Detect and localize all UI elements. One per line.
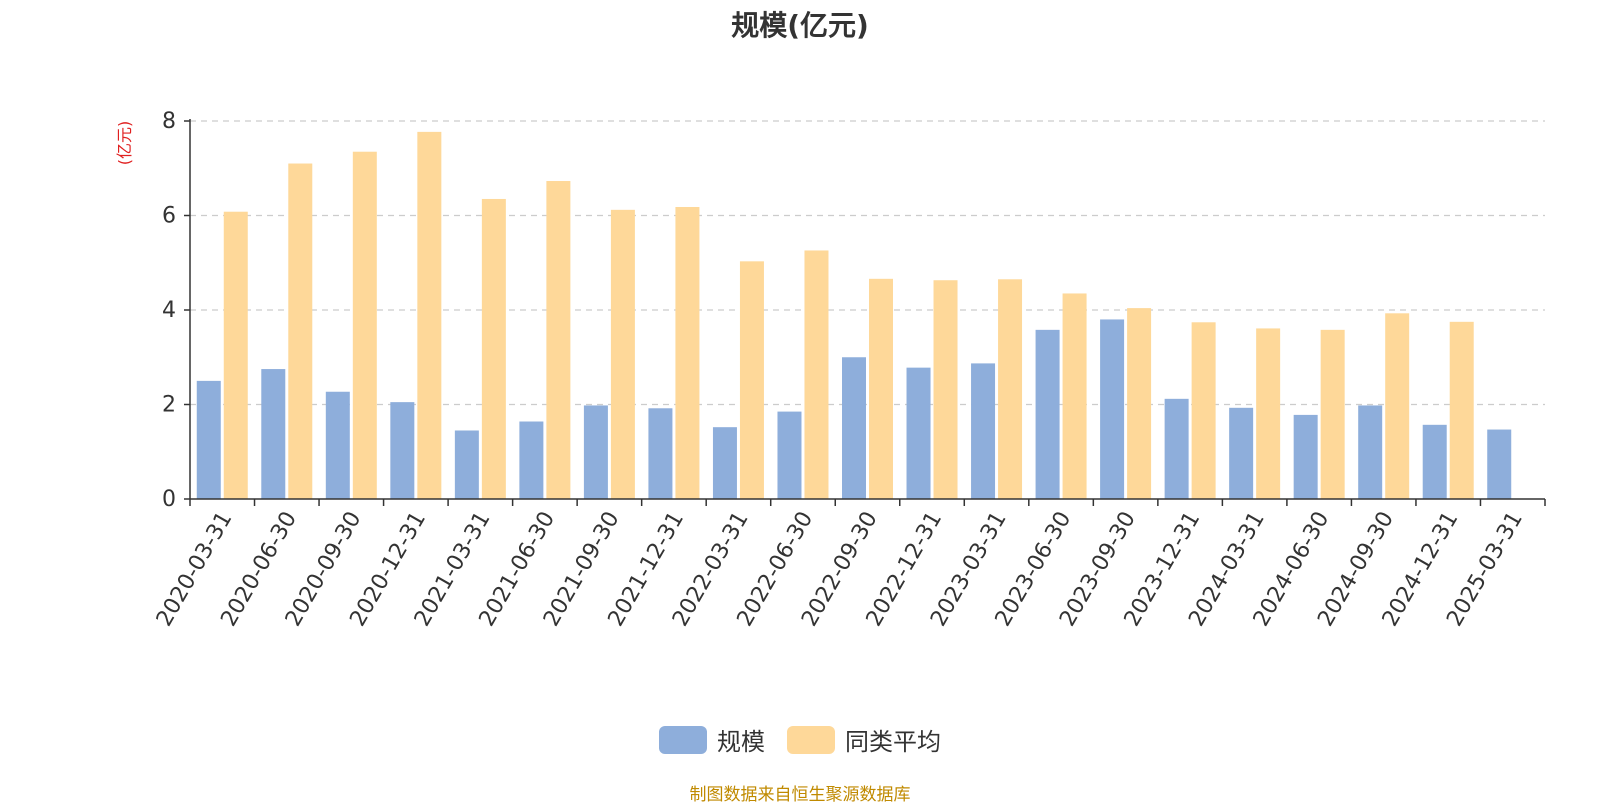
- legend: 规模 同类平均: [0, 722, 1600, 757]
- legend-item-peer-average[interactable]: 同类平均: [787, 722, 941, 757]
- bar-peer-average: [352, 151, 377, 499]
- bar-peer-average: [1127, 308, 1152, 499]
- bar-scale: [454, 430, 479, 499]
- y-tick-label: 4: [162, 298, 176, 323]
- y-tick-label: 0: [162, 487, 176, 512]
- bar-scale: [842, 357, 866, 499]
- bar-scale: [261, 369, 286, 499]
- bar-peer-average: [869, 278, 893, 499]
- bar-peer-average: [998, 279, 1023, 499]
- y-axis-label: (亿元): [115, 121, 134, 166]
- bar-peer-average: [739, 261, 764, 499]
- bar-peer-average: [804, 250, 829, 499]
- legend-swatch-scale: [659, 725, 707, 754]
- bar-peer-average: [1256, 328, 1281, 499]
- y-tick-label: 2: [162, 393, 176, 418]
- bar-scale: [1164, 398, 1189, 499]
- bar-scale: [712, 427, 737, 499]
- bar-peer-average: [546, 181, 571, 499]
- bar-scale: [648, 408, 673, 499]
- bar-peer-average: [1385, 313, 1410, 499]
- bar-scale: [1487, 429, 1512, 499]
- bar-scale: [1229, 407, 1254, 499]
- bar-peer-average: [933, 280, 958, 499]
- bar-scale: [1358, 405, 1383, 499]
- bar-peer-average: [1062, 293, 1087, 499]
- bar-peer-average: [610, 209, 635, 499]
- bar-scale: [390, 402, 415, 499]
- legend-label-scale: 规模: [717, 728, 765, 756]
- legend-swatch-peer-average: [787, 725, 835, 754]
- bar-scale: [971, 363, 996, 499]
- bar-peer-average: [1191, 322, 1216, 499]
- legend-label-peer-average: 同类平均: [845, 728, 941, 756]
- bar-scale: [1422, 424, 1447, 499]
- bar-scale: [1100, 319, 1125, 499]
- bar-peer-average: [417, 131, 442, 499]
- bar-peer-average: [223, 211, 248, 499]
- bar-scale: [777, 411, 802, 499]
- bar-peer-average: [1449, 321, 1474, 499]
- y-tick-label: 8: [162, 109, 176, 134]
- chart-title: 规模(亿元): [731, 9, 869, 42]
- bar-peer-average: [481, 198, 506, 499]
- bar-peer-average: [288, 163, 313, 499]
- source-note: 制图数据来自恒生聚源数据库: [689, 785, 911, 805]
- bar-scale: [325, 391, 350, 499]
- bar-scale: [1293, 414, 1318, 499]
- bar-scale: [906, 367, 931, 499]
- bar-peer-average: [675, 206, 700, 499]
- bar-scale: [196, 380, 221, 499]
- bar-peer-average: [1320, 329, 1345, 499]
- bar-scale: [583, 405, 608, 499]
- legend-item-scale[interactable]: 规模: [659, 722, 765, 757]
- bars: [196, 131, 1512, 499]
- y-tick-label: 6: [162, 204, 176, 229]
- bar-scale: [519, 421, 544, 499]
- grid-lines: [190, 120, 1545, 406]
- bar-scale: [1035, 329, 1060, 499]
